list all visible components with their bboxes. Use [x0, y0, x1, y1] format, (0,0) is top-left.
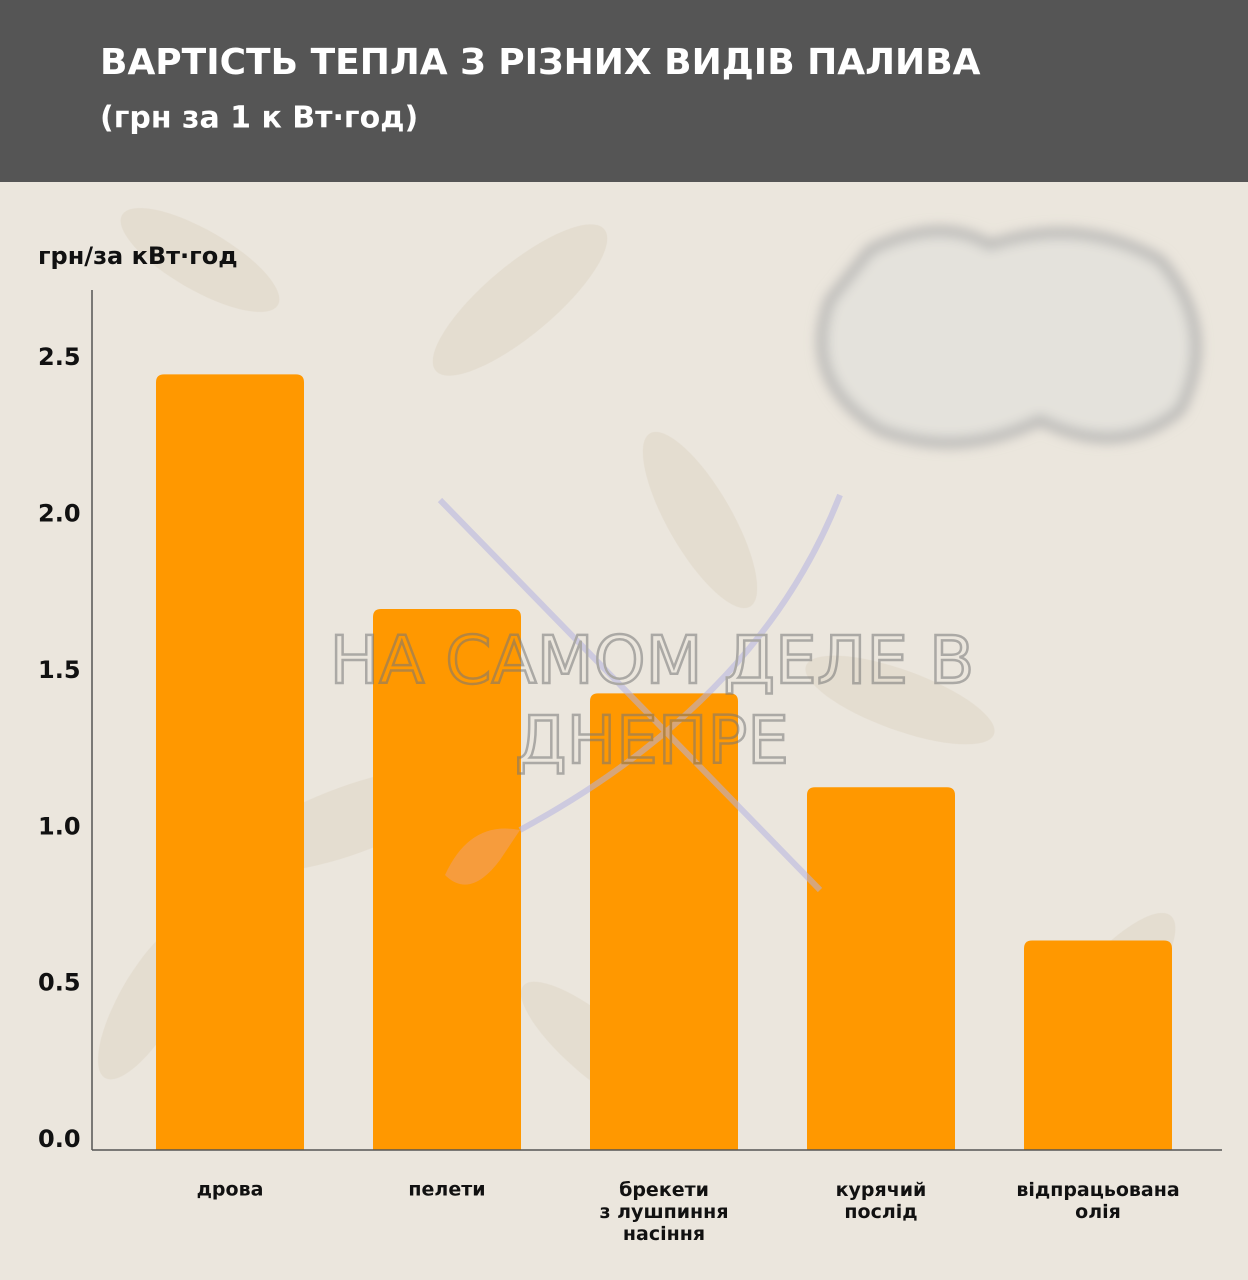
x-tick-label: брекети з лушпиння насіння [599, 1179, 728, 1245]
y-tick-label: 2.0 [38, 500, 81, 528]
header [0, 0, 1248, 182]
watermark-hilt [445, 828, 520, 885]
y-tick-label: 1.0 [38, 812, 81, 840]
y-axis-label: грн/за кВт·год [38, 242, 238, 270]
chart-title: ВАРТІСТЬ ТЕПЛА З РІЗНИХ ВИДІВ ПАЛИВА [100, 42, 981, 83]
watermark-text: ДНЕПРЕ [515, 702, 789, 779]
y-tick-label: 0.0 [38, 1125, 81, 1153]
logo-blur [817, 227, 1200, 447]
bar [1024, 940, 1172, 1150]
y-tick-label: 0.5 [38, 969, 81, 997]
y-tick-label: 2.5 [38, 343, 81, 371]
bar [807, 787, 955, 1150]
x-tick-label: відпрацьована олія [1016, 1179, 1179, 1223]
watermark-text: НА САМОМ ДЕЛЕ В [330, 622, 975, 699]
x-tick-label: дрова [197, 1179, 264, 1201]
bar [590, 693, 738, 1150]
bar [156, 374, 304, 1150]
y-tick-label: 1.5 [38, 656, 81, 684]
x-tick-label: курячий послід [836, 1179, 927, 1223]
bar [373, 608, 521, 1150]
watermark-emblem [437, 493, 843, 893]
x-tick-label: пелети [408, 1179, 485, 1201]
chart-subtitle: (грн за 1 к Вт·год) [100, 101, 418, 136]
